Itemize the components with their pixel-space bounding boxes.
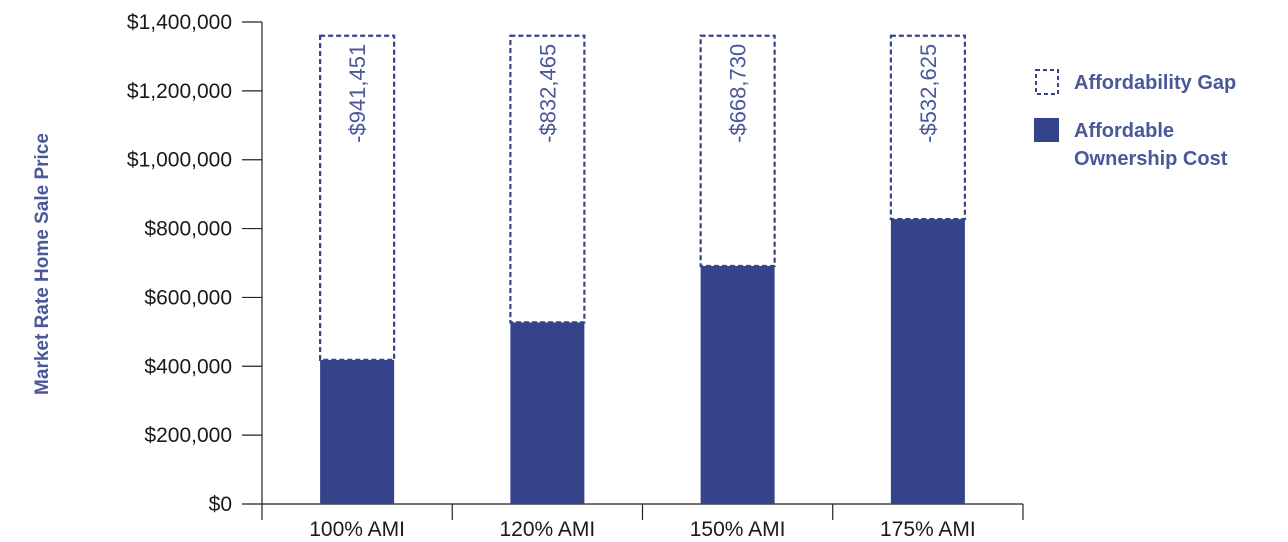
y-tick-label: $0 xyxy=(209,493,232,516)
bar-affordability-gap xyxy=(889,34,966,221)
y-tick-label: $1,200,000 xyxy=(127,80,232,103)
bar-affordable-ownership-cost xyxy=(510,322,585,504)
x-tick-label: 175% AMI xyxy=(880,518,976,541)
legend-label-affordable-ownership-cost: Affordable xyxy=(1074,120,1174,142)
legend-label-affordable-ownership-cost: Ownership Cost xyxy=(1074,148,1228,170)
bar-affordability-gap xyxy=(319,34,396,361)
bar-affordable-ownership-cost xyxy=(700,266,775,504)
bar-affordability-gap xyxy=(509,34,586,324)
gap-data-label: -$832,465 xyxy=(535,44,560,143)
bar-affordable-ownership-cost xyxy=(320,359,395,504)
legend-label-affordability-gap: Affordability Gap xyxy=(1074,72,1236,94)
gap-data-label: -$532,625 xyxy=(916,44,941,143)
y-tick-label: $1,400,000 xyxy=(127,11,232,34)
legend-swatch-affordable-ownership-cost xyxy=(1034,118,1059,142)
y-tick-label: $800,000 xyxy=(144,218,232,241)
bar-affordable-ownership-cost xyxy=(890,219,965,504)
bar-affordability-gap xyxy=(699,34,776,268)
gap-data-label: -$668,730 xyxy=(726,44,751,143)
x-tick-label: 150% AMI xyxy=(690,518,786,541)
x-tick-label: 120% AMI xyxy=(500,518,596,541)
y-tick-label: $400,000 xyxy=(144,355,232,378)
y-tick-label: $200,000 xyxy=(144,424,232,447)
y-tick-label: $600,000 xyxy=(144,286,232,309)
gap-data-label: -$941,451 xyxy=(345,44,370,143)
y-axis-label: Market Rate Home Sale Price xyxy=(32,133,53,395)
y-tick-label: $1,000,000 xyxy=(127,149,232,172)
legend-swatch-affordability-gap xyxy=(1035,69,1059,95)
x-tick-label: 100% AMI xyxy=(309,518,405,541)
